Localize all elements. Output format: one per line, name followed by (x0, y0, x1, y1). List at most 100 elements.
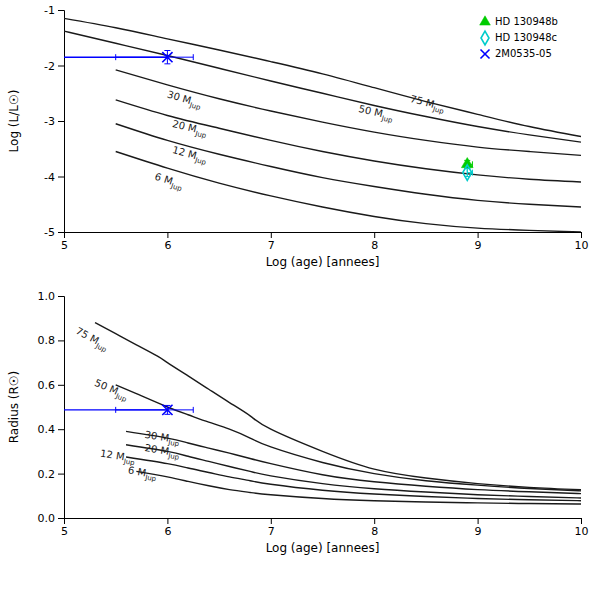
x-axis: 5 6 7 8 9 10 (61, 232, 589, 252)
tick: 10 (575, 232, 589, 252)
tick: 7 (268, 518, 275, 538)
chart: 5 6 7 8 9 10 -5 -4 -3 -2 -1 Log (age) [annees] Log (… (0, 0, 595, 596)
curve-label: 20 MJup (171, 118, 209, 140)
legend-marker (480, 16, 491, 25)
x-axis-title: Log (age) [annees] (266, 255, 380, 269)
error-cap (164, 405, 170, 406)
tick: 0.8 (38, 334, 65, 347)
tick-label: 7 (268, 525, 275, 538)
error-cap (193, 54, 194, 60)
tick-mark (581, 518, 582, 524)
tick-label: 6 (164, 525, 171, 538)
tick-label: 10 (575, 525, 589, 538)
tick-mark (374, 518, 375, 524)
line (64, 409, 167, 410)
tick-mark (58, 66, 64, 67)
curve-label: 30 MJup (165, 89, 203, 112)
line (116, 100, 581, 182)
tick-mark (167, 518, 168, 524)
tick: 0.2 (38, 468, 65, 481)
tick-label: 8 (371, 239, 378, 252)
tick-label: 0.2 (38, 468, 56, 481)
line (116, 124, 581, 207)
curve-label: 12 MJup (171, 144, 209, 167)
legend: HD 130948b HD 130948c 2M0535-05 (480, 16, 558, 59)
line (64, 56, 167, 57)
tick-label: -5 (44, 226, 55, 239)
tick: 9 (475, 232, 482, 252)
legend-label: HD 130948b (495, 16, 558, 27)
line (126, 445, 581, 498)
tick-label: 0.6 (38, 379, 56, 392)
curve-label: 30 MJup (143, 429, 181, 448)
tick: -2 (44, 60, 64, 73)
curve-label: 6 MJup (153, 171, 186, 193)
x-axis: 5 6 7 8 9 10 (61, 518, 589, 538)
legend-marker (481, 31, 489, 45)
curve-label: 50 MJup (92, 377, 131, 404)
axis-line (58, 11, 65, 233)
panel: 56789100.00.20.40.60.81.0Log (age) [anne… (7, 290, 589, 555)
tick: -5 (44, 226, 64, 239)
tick: -4 (44, 171, 64, 184)
plot-area (64, 18, 581, 232)
line (116, 70, 581, 155)
line (95, 323, 581, 490)
tick-mark (58, 518, 64, 519)
y-error-bar (467, 169, 468, 177)
curve-label: 6 MJup (127, 464, 159, 483)
axis-line (58, 297, 65, 519)
tick: 9 (475, 518, 482, 538)
point-group (461, 157, 473, 168)
tick-label: 1.0 (38, 290, 56, 303)
tick-label: 6 (164, 239, 171, 252)
y-axis-title: Log (L/L☉) (7, 90, 21, 153)
tick-label: 5 (61, 239, 68, 252)
tick: 5 (61, 518, 68, 538)
tick-mark (167, 232, 168, 238)
tick: 0.6 (38, 379, 65, 392)
tick-label: 9 (475, 239, 482, 252)
tick-label: 7 (268, 239, 275, 252)
axis-line (65, 233, 582, 239)
curve-label: 75 MJup (408, 93, 446, 116)
tick-mark (581, 232, 582, 238)
tick-label: 10 (575, 239, 589, 252)
tick: 8 (371, 232, 378, 252)
error-cap (164, 50, 170, 51)
tick-label: 0.8 (38, 334, 56, 347)
curve-label: 50 MJup (357, 103, 395, 125)
tick-label: -1 (44, 4, 55, 17)
tick-mark (58, 10, 64, 11)
legend-marker (480, 49, 489, 58)
line (64, 18, 581, 136)
error-cap (164, 63, 170, 64)
tick-label: -3 (44, 115, 55, 128)
tick: 5 (61, 232, 68, 252)
tick-mark (58, 474, 64, 475)
tick-mark (374, 232, 375, 238)
legend-label: 2M0535-05 (495, 48, 552, 59)
tick: 8 (371, 518, 378, 538)
tick: 0.0 (38, 512, 65, 525)
line (116, 152, 581, 232)
plot-area (64, 323, 581, 504)
tick-label: 0.4 (38, 423, 56, 436)
tick-mark (58, 232, 64, 233)
tick-mark (58, 121, 64, 122)
tick-mark (271, 232, 272, 238)
tick: 7 (268, 232, 275, 252)
tick: 0.4 (38, 423, 65, 436)
legend-label: HD 130948c (495, 32, 557, 43)
tick-mark (58, 429, 64, 430)
tick-label: 9 (475, 525, 482, 538)
tick-mark (478, 232, 479, 238)
tick-mark (58, 296, 64, 297)
y-axis: 0.0 0.2 0.4 0.6 0.8 1.0 (38, 290, 65, 525)
tick-label: -2 (44, 60, 55, 73)
line (64, 31, 581, 142)
marker (463, 165, 472, 181)
tick-mark (58, 385, 64, 386)
panel: 5 6 7 8 9 10 -5 -4 -3 -2 -1 Log (age) [annees] Log (… (7, 4, 589, 269)
error-cap (467, 170, 468, 176)
